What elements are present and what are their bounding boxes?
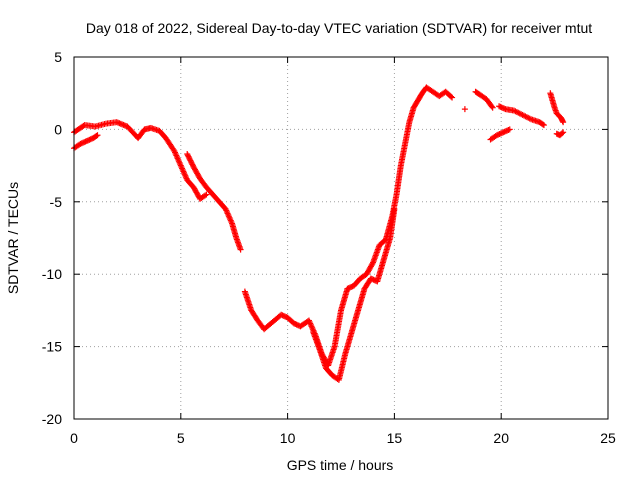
chart-title: Day 018 of 2022, Sidereal Day-to-day VTE…	[86, 20, 592, 36]
data-point	[202, 192, 209, 199]
y-tick-label: -20	[42, 411, 62, 427]
x-tick-label: 15	[387, 430, 403, 446]
data-point	[560, 129, 567, 136]
data-point	[189, 161, 196, 168]
y-tick-label: -5	[50, 194, 63, 210]
data-point	[559, 130, 566, 137]
data-point	[237, 246, 244, 253]
data-point	[506, 126, 513, 133]
x-axis-label: GPS time / hours	[287, 457, 394, 473]
data-point	[461, 106, 468, 113]
data-point	[560, 119, 567, 126]
data-point	[540, 122, 547, 129]
data-point	[489, 104, 496, 111]
data-point	[188, 158, 195, 165]
data-point	[185, 153, 192, 160]
data-point	[188, 160, 195, 167]
y-tick-label: 5	[54, 49, 62, 65]
data-point	[449, 94, 456, 101]
data-point	[203, 191, 210, 198]
plot-frame	[73, 56, 609, 420]
grid-lines	[74, 57, 608, 419]
data-point	[186, 154, 193, 161]
data-point	[93, 132, 100, 139]
data-point	[448, 93, 455, 100]
x-tick-label: 0	[70, 430, 78, 446]
data-point	[539, 121, 546, 128]
y-tick-label: -15	[42, 339, 62, 355]
axis-ticks: 0 5 10 15 20 25 -20 -15 -10 -5 0 5	[42, 49, 616, 446]
data-point	[187, 157, 194, 164]
y-tick-label: -10	[42, 266, 62, 282]
x-tick-label: 20	[493, 430, 509, 446]
data-point	[184, 152, 191, 159]
data-point	[488, 103, 495, 110]
data-point	[184, 151, 191, 158]
data-point	[186, 156, 193, 163]
x-tick-label: 25	[600, 430, 616, 446]
data-point	[94, 132, 101, 139]
y-axis-label: SDTVAR / TECUs	[5, 182, 21, 294]
data-point	[391, 206, 398, 213]
x-tick-label: 10	[280, 430, 296, 446]
data-point	[369, 260, 376, 267]
x-tick-label: 5	[177, 430, 185, 446]
y-tick-label: 0	[54, 121, 62, 137]
